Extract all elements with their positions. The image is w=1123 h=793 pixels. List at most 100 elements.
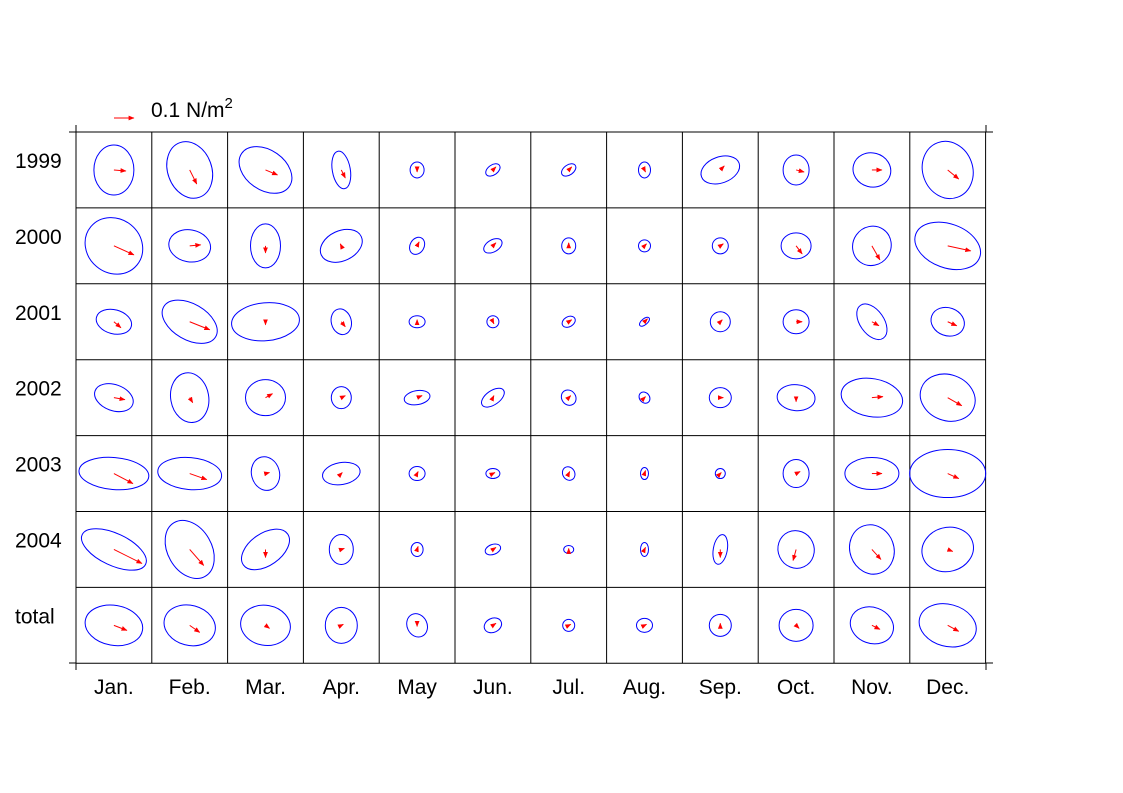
column-label: Aug.: [623, 676, 666, 699]
variance-ellipse-2004-3: [328, 533, 354, 565]
column-label: Jun.: [473, 676, 513, 699]
mean-vector-2004-3: [338, 547, 345, 553]
mean-vector-2000-0: [113, 245, 135, 256]
variance-ellipse-1999-11: [921, 140, 974, 200]
variance-ellipse-2002-9: [776, 384, 816, 412]
mean-vector-1999-11: [947, 169, 960, 180]
variance-ellipse-2002-11: [919, 373, 976, 422]
variance-ellipse-2003-5: [485, 468, 501, 480]
variance-ellipse-1999-8: [700, 155, 741, 185]
variance-ellipse-2000-4: [409, 236, 426, 255]
column-label: Nov.: [851, 676, 893, 699]
variance-ellipse-2003-11: [909, 449, 987, 499]
mean-vector-2002-5: [489, 395, 495, 402]
variance-ellipse-2000-6: [561, 237, 577, 255]
variance-ellipse-2004-11: [921, 526, 974, 573]
mean-vector-total-3: [337, 623, 344, 629]
legend-text: 0.1 N/m: [151, 99, 225, 122]
variance-ellipse-2001-1: [161, 299, 218, 344]
variance-ellipse-1999-10: [852, 152, 892, 188]
variance-ellipse-2003-2: [250, 456, 281, 491]
mean-vector-2002-4: [416, 395, 423, 400]
mean-vector-1999-6: [566, 166, 573, 173]
mean-vector-2003-1: [189, 473, 208, 481]
mean-vector-2000-5: [490, 242, 497, 249]
mean-vector-2000-10: [871, 245, 881, 261]
variance-ellipse-1999-7: [638, 161, 651, 179]
row-label: 2000: [15, 226, 62, 249]
variance-ellipse-1999-3: [331, 150, 352, 190]
column-label: May: [397, 676, 437, 699]
mean-vector-1999-3: [340, 169, 346, 179]
variance-ellipse-2004-5: [484, 543, 502, 556]
panel-grid: [75, 131, 987, 664]
mean-vector-total-0: [113, 624, 128, 631]
mean-vector-2003-7: [641, 469, 647, 477]
mean-vector-1999-0: [113, 168, 127, 173]
variance-ellipse-2000-2: [250, 223, 281, 269]
variance-ellipse-2003-3: [321, 461, 361, 486]
mean-vector-1999-5: [490, 166, 497, 173]
variance-ellipse-2001-3: [330, 308, 353, 336]
variance-ellipse-2002-6: [560, 389, 577, 406]
mean-vector-2003-9: [794, 471, 801, 477]
variance-ellipse-2003-0: [78, 456, 150, 491]
row-label: 1999: [15, 150, 62, 173]
variance-ellipse-2003-9: [782, 459, 810, 489]
mean-vector-2002-7: [639, 396, 646, 403]
variance-ellipse-2000-7: [638, 239, 651, 253]
variance-ellipse-2002-8: [708, 387, 732, 409]
variance-ellipse-2001-11: [930, 306, 965, 337]
mean-vector-total-11: [947, 624, 960, 632]
variance-ellipse-2004-0: [80, 528, 147, 571]
mean-vector-2001-7: [641, 318, 648, 325]
variance-ellipse-2001-8: [709, 311, 731, 333]
mean-vector-2004-10: [871, 549, 882, 560]
variance-ellipse-2000-0: [84, 217, 144, 275]
mean-vector-2001-1: [189, 321, 211, 331]
variance-ellipse-2003-10: [844, 457, 900, 491]
variance-ellipse-total-2: [240, 604, 291, 647]
variance-ellipse-total-3: [324, 606, 358, 644]
mean-vector-total-7: [640, 623, 648, 629]
variance-ellipse-2000-1: [168, 229, 212, 263]
variance-ellipse-total-5: [483, 617, 503, 634]
column-label: Feb.: [169, 676, 211, 699]
mean-vector-2002-0: [113, 396, 126, 402]
column-label: Mar.: [245, 676, 286, 699]
frame-ticks: [69, 125, 993, 670]
variance-ellipse-2002-3: [330, 386, 352, 410]
mean-vector-2003-0: [113, 473, 134, 484]
mean-vector-2000-11: [947, 245, 972, 253]
variance-ellipse-2001-9: [782, 309, 810, 335]
variance-ellipse-2003-4: [408, 466, 426, 482]
variance-ellipse-1999-2: [238, 146, 293, 194]
mean-vector-2004-11: [946, 547, 954, 552]
variance-ellipse-total-8: [708, 613, 732, 637]
variance-ellipse-1999-4: [409, 161, 425, 179]
variance-ellipse-2004-2: [241, 528, 290, 571]
variance-ellipse-2000-3: [319, 228, 363, 263]
mean-vector-total-5: [490, 622, 497, 629]
legend: 0.1 N/m2: [114, 95, 233, 122]
variance-ellipse-2001-4: [408, 315, 426, 329]
panel-marks: [78, 140, 987, 648]
mean-vector-2000-7: [640, 243, 647, 250]
variance-ellipse-2001-10: [856, 303, 888, 341]
column-label: Oct.: [777, 676, 816, 699]
mean-vector-2001-11: [947, 321, 958, 327]
mean-vector-2003-6: [565, 471, 571, 478]
row-labels: 1999 2000 2001 2002 2003 2004 total: [15, 150, 62, 628]
variance-ellipse-2003-7: [640, 467, 649, 481]
variance-ellipse-1999-6: [561, 163, 577, 177]
variance-ellipse-2000-8: [711, 237, 729, 255]
mean-vector-2002-6: [565, 395, 572, 402]
mean-vector-1999-8: [718, 165, 725, 172]
variance-ellipse-total-0: [84, 604, 144, 647]
mean-vector-2003-2: [263, 471, 271, 477]
variance-ellipse-total-9: [778, 608, 814, 642]
mean-vector-2003-4: [413, 471, 419, 478]
column-label: Dec.: [926, 676, 969, 699]
variance-ellipse-1999-0: [93, 144, 135, 196]
